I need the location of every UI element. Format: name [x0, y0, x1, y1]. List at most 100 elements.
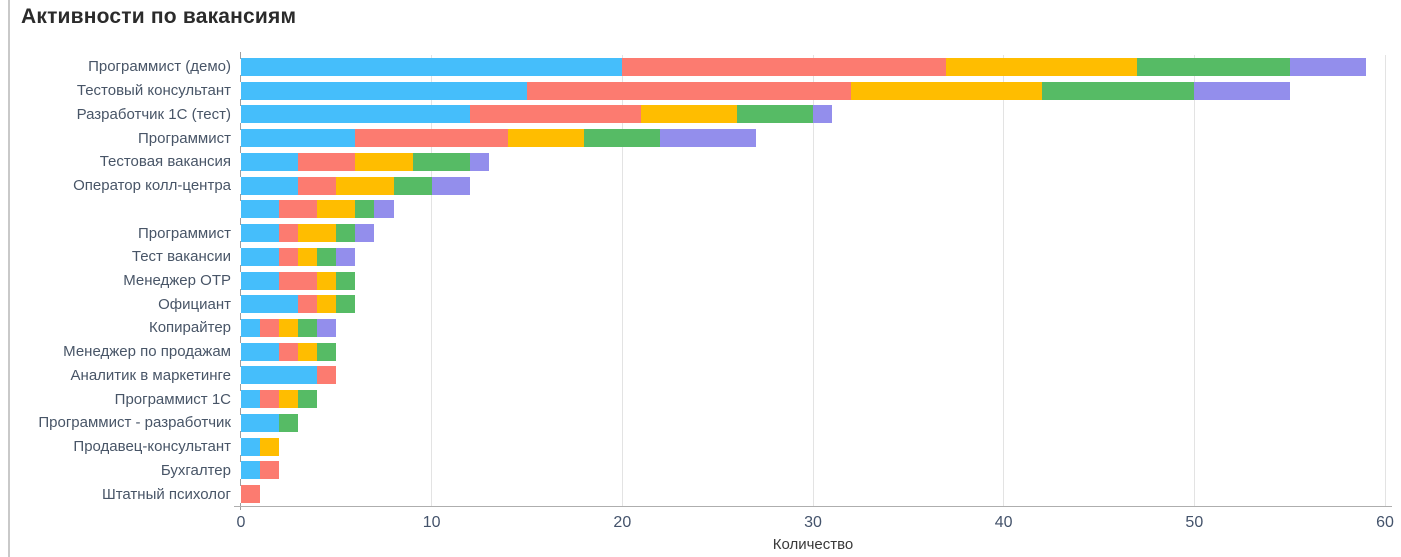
bar-segment-series-1-blue[interactable]: [241, 318, 261, 337]
bar-segment-series-3-yellow[interactable]: [317, 200, 356, 219]
category-tick: [240, 336, 241, 344]
bar-segment-series-5-purple[interactable]: [431, 176, 470, 195]
bar-segment-series-5-purple[interactable]: [374, 200, 394, 219]
bar-segment-series-1-blue[interactable]: [241, 295, 299, 314]
category-label: Менеджер ОТР: [123, 271, 231, 289]
category-tick: [240, 122, 241, 130]
bar-segment-series-1-blue[interactable]: [241, 105, 470, 124]
bar-segment-series-5-purple[interactable]: [1194, 81, 1290, 100]
category-label: Программист: [138, 129, 231, 147]
bar-segment-series-1-blue[interactable]: [241, 57, 623, 76]
stacked-bar-row: [241, 81, 1290, 100]
bar-segment-series-3-yellow[interactable]: [298, 247, 318, 266]
bar-segment-series-1-blue[interactable]: [241, 247, 280, 266]
bar-segment-series-1-blue[interactable]: [241, 81, 527, 100]
category-tick: [240, 51, 241, 59]
bar-segment-series-3-yellow[interactable]: [336, 176, 394, 195]
category-tick: [240, 193, 241, 201]
bar-segment-series-3-yellow[interactable]: [260, 437, 280, 456]
bar-segment-series-4-green[interactable]: [298, 318, 318, 337]
bar-segment-series-3-yellow[interactable]: [279, 390, 299, 409]
bar-segment-series-3-yellow[interactable]: [298, 342, 318, 361]
category-label: Оператор колл-центра: [73, 177, 231, 195]
bar-segment-series-3-yellow[interactable]: [317, 295, 337, 314]
bar-segment-series-2-red[interactable]: [260, 390, 280, 409]
bar-segment-series-4-green[interactable]: [1041, 81, 1195, 100]
bar-segment-series-5-purple[interactable]: [1289, 57, 1366, 76]
bar-segment-series-5-purple[interactable]: [336, 247, 356, 266]
stacked-bar-row: [241, 200, 394, 219]
bar-segment-series-4-green[interactable]: [412, 152, 470, 171]
gridline-x-10: [431, 55, 433, 506]
x-axis-title: Количество: [772, 536, 854, 553]
bar-segment-series-4-green[interactable]: [317, 342, 337, 361]
stacked-bar-row: [241, 413, 299, 432]
bar-segment-series-2-red[interactable]: [279, 200, 318, 219]
bar-segment-series-4-green[interactable]: [584, 129, 661, 148]
bar-segment-series-5-purple[interactable]: [469, 152, 489, 171]
bar-segment-series-2-red[interactable]: [298, 152, 356, 171]
bar-segment-series-2-red[interactable]: [622, 57, 947, 76]
bar-segment-series-4-green[interactable]: [355, 200, 375, 219]
bar-segment-series-2-red[interactable]: [279, 271, 318, 290]
bar-segment-series-4-green[interactable]: [336, 295, 356, 314]
bar-segment-series-4-green[interactable]: [279, 413, 299, 432]
bar-segment-series-1-blue[interactable]: [241, 152, 299, 171]
bar-segment-series-3-yellow[interactable]: [355, 152, 413, 171]
category-label: Аналитик в маркетинге: [70, 366, 231, 384]
category-label: Тестовый консультант: [76, 82, 231, 100]
bar-segment-series-4-green[interactable]: [317, 247, 337, 266]
bar-segment-series-2-red[interactable]: [355, 129, 508, 148]
stacked-bar-row: [241, 437, 280, 456]
bar-segment-series-4-green[interactable]: [1137, 57, 1290, 76]
chart-title: Активности по вакансиям: [21, 5, 297, 28]
bar-segment-series-3-yellow[interactable]: [946, 57, 1138, 76]
bar-segment-series-1-blue[interactable]: [241, 176, 299, 195]
bar-segment-series-5-purple[interactable]: [355, 224, 375, 243]
bar-segment-series-1-blue[interactable]: [241, 342, 280, 361]
x-tick-label-60: 60: [1376, 514, 1394, 531]
bar-segment-series-2-red[interactable]: [298, 295, 318, 314]
stacked-bar-row: [241, 224, 375, 243]
bar-segment-series-1-blue[interactable]: [241, 224, 280, 243]
bar-segment-series-1-blue[interactable]: [241, 200, 280, 219]
bar-segment-series-3-yellow[interactable]: [507, 129, 585, 148]
bar-segment-series-2-red[interactable]: [260, 461, 280, 480]
bar-segment-series-2-red[interactable]: [279, 247, 299, 266]
bar-segment-series-4-green[interactable]: [336, 224, 356, 243]
bar-segment-series-2-red[interactable]: [260, 318, 280, 337]
bar-segment-series-4-green[interactable]: [736, 105, 813, 124]
bar-segment-series-3-yellow[interactable]: [641, 105, 737, 124]
bar-segment-series-2-red[interactable]: [241, 485, 261, 504]
bar-segment-series-2-red[interactable]: [279, 224, 299, 243]
bar-segment-series-2-red[interactable]: [279, 342, 299, 361]
x-tick-label-0: 0: [236, 514, 246, 531]
bar-segment-series-1-blue[interactable]: [241, 390, 261, 409]
category-label: Бухгалтер: [160, 461, 231, 479]
category-tick: [240, 98, 241, 106]
bar-segment-series-3-yellow[interactable]: [851, 81, 1042, 100]
stacked-bar-row: [241, 176, 470, 195]
bar-segment-series-3-yellow[interactable]: [298, 224, 337, 243]
bar-segment-series-4-green[interactable]: [298, 390, 318, 409]
bar-segment-series-3-yellow[interactable]: [317, 271, 337, 290]
bar-segment-series-2-red[interactable]: [298, 176, 337, 195]
bar-segment-series-5-purple[interactable]: [660, 129, 756, 148]
bar-segment-series-1-blue[interactable]: [241, 413, 280, 432]
bar-segment-series-5-purple[interactable]: [812, 105, 833, 124]
bar-segment-series-1-blue[interactable]: [241, 437, 261, 456]
category-tick: [240, 170, 241, 178]
bar-segment-series-5-purple[interactable]: [317, 318, 337, 337]
bar-segment-series-1-blue[interactable]: [241, 271, 280, 290]
bar-segment-series-1-blue[interactable]: [241, 461, 261, 480]
bar-segment-series-1-blue[interactable]: [241, 129, 356, 148]
bar-segment-series-3-yellow[interactable]: [279, 318, 299, 337]
category-label: Программист (демо): [88, 58, 231, 76]
bar-segment-series-2-red[interactable]: [527, 81, 852, 100]
bar-segment-series-4-green[interactable]: [336, 271, 356, 290]
bar-segment-series-4-green[interactable]: [393, 176, 432, 195]
bar-segment-series-2-red[interactable]: [317, 366, 337, 385]
bar-segment-series-1-blue[interactable]: [241, 366, 318, 385]
bar-segment-series-2-red[interactable]: [469, 105, 642, 124]
